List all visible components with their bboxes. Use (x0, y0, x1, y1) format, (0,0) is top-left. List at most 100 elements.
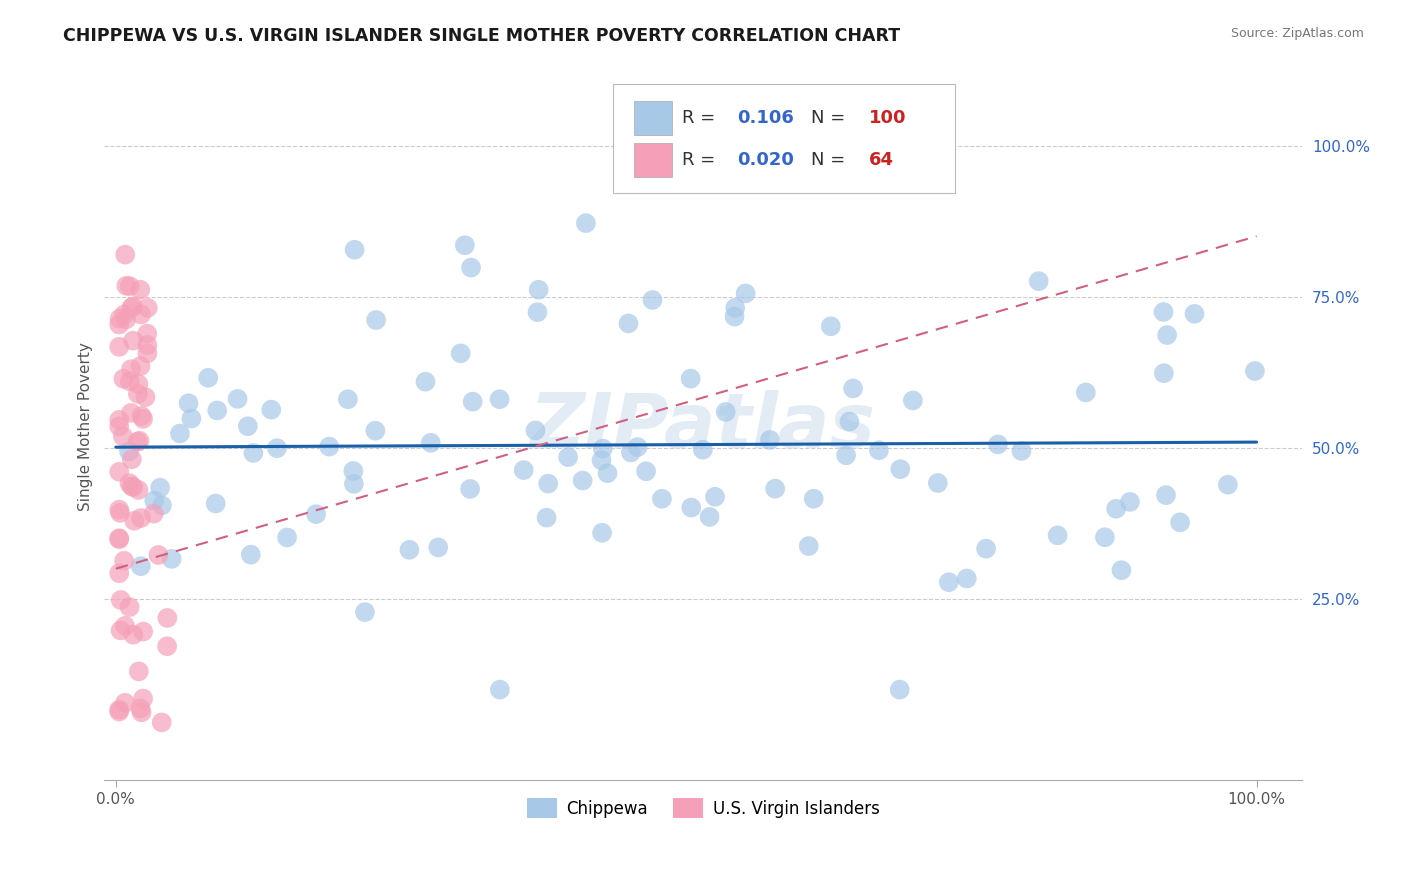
Text: N =: N = (811, 109, 851, 127)
Point (122, 628, 145, 642)
Point (1028, 274, 1050, 288)
Point (132, 691, 155, 706)
Point (1153, 305, 1175, 319)
Point (142, 507, 165, 521)
Point (987, 437, 1010, 451)
Point (120, 406, 142, 420)
Point (620, 445, 643, 459)
Point (149, 481, 172, 495)
Point (537, 476, 560, 491)
Point (197, 371, 219, 385)
Point (110, 593, 132, 607)
Point (127, 434, 149, 449)
Point (699, 510, 721, 524)
Text: 64: 64 (869, 151, 894, 169)
Point (205, 403, 228, 417)
Point (236, 419, 259, 434)
Point (458, 482, 481, 496)
Point (927, 475, 949, 490)
Text: R =: R = (682, 151, 721, 169)
Point (112, 308, 135, 322)
Point (305, 507, 328, 521)
FancyBboxPatch shape (613, 84, 955, 194)
Point (626, 440, 648, 454)
Point (868, 443, 890, 458)
Point (723, 310, 745, 324)
Point (177, 396, 200, 410)
Point (336, 392, 359, 407)
Point (276, 531, 298, 545)
Point (118, 374, 141, 388)
Point (128, 434, 150, 448)
Point (136, 338, 159, 352)
Point (134, 390, 156, 404)
Point (122, 480, 145, 494)
Point (156, 611, 179, 625)
Point (681, 500, 703, 515)
Point (343, 243, 366, 257)
Point (527, 283, 550, 297)
Point (118, 476, 141, 491)
Point (488, 392, 510, 407)
Point (136, 326, 159, 341)
Point (366, 313, 388, 327)
Point (1046, 528, 1069, 542)
Point (131, 409, 153, 423)
Point (1244, 364, 1267, 378)
Point (398, 542, 420, 557)
Point (592, 442, 614, 456)
Point (889, 462, 911, 476)
Point (571, 474, 593, 488)
Text: CHIPPEWA VS U.S. VIRGIN ISLANDER SINGLE MOTHER POVERTY CORRELATION CHART: CHIPPEWA VS U.S. VIRGIN ISLANDER SINGLE … (63, 27, 900, 45)
Point (461, 394, 484, 409)
Point (108, 705, 131, 719)
Point (842, 381, 865, 395)
Point (136, 346, 159, 360)
Point (575, 216, 598, 230)
Point (454, 238, 477, 252)
Point (364, 424, 387, 438)
Point (169, 426, 191, 441)
Point (803, 491, 825, 506)
Text: 0.020: 0.020 (737, 151, 794, 169)
Point (112, 554, 135, 568)
Point (121, 452, 143, 467)
Point (127, 377, 149, 392)
Point (121, 479, 143, 493)
Point (415, 375, 437, 389)
Point (108, 318, 131, 332)
Y-axis label: Single Mother Poverty: Single Mother Poverty (79, 343, 93, 511)
Point (148, 548, 170, 562)
Point (1105, 501, 1128, 516)
Point (129, 308, 152, 322)
Point (591, 453, 613, 467)
Point (127, 386, 149, 401)
Point (108, 531, 131, 545)
Point (1216, 477, 1239, 491)
Point (651, 491, 673, 506)
Point (260, 402, 283, 417)
Point (460, 260, 482, 275)
Point (129, 283, 152, 297)
Point (114, 696, 136, 710)
Point (419, 435, 441, 450)
Point (354, 605, 377, 619)
Point (318, 440, 340, 454)
Point (129, 359, 152, 373)
Point (108, 532, 131, 546)
Point (489, 682, 512, 697)
Point (343, 476, 366, 491)
Point (1074, 385, 1097, 400)
Point (714, 405, 737, 419)
Point (110, 624, 132, 638)
Point (512, 463, 534, 477)
Point (132, 412, 155, 426)
Text: 0.106: 0.106 (737, 109, 794, 127)
Text: ZIPatlas: ZIPatlas (530, 390, 876, 464)
Point (143, 493, 166, 508)
Point (108, 566, 131, 581)
Legend: Chippewa, U.S. Virgin Islanders: Chippewa, U.S. Virgin Islanders (520, 791, 887, 825)
Point (617, 317, 640, 331)
Point (641, 293, 664, 307)
Point (129, 701, 152, 715)
